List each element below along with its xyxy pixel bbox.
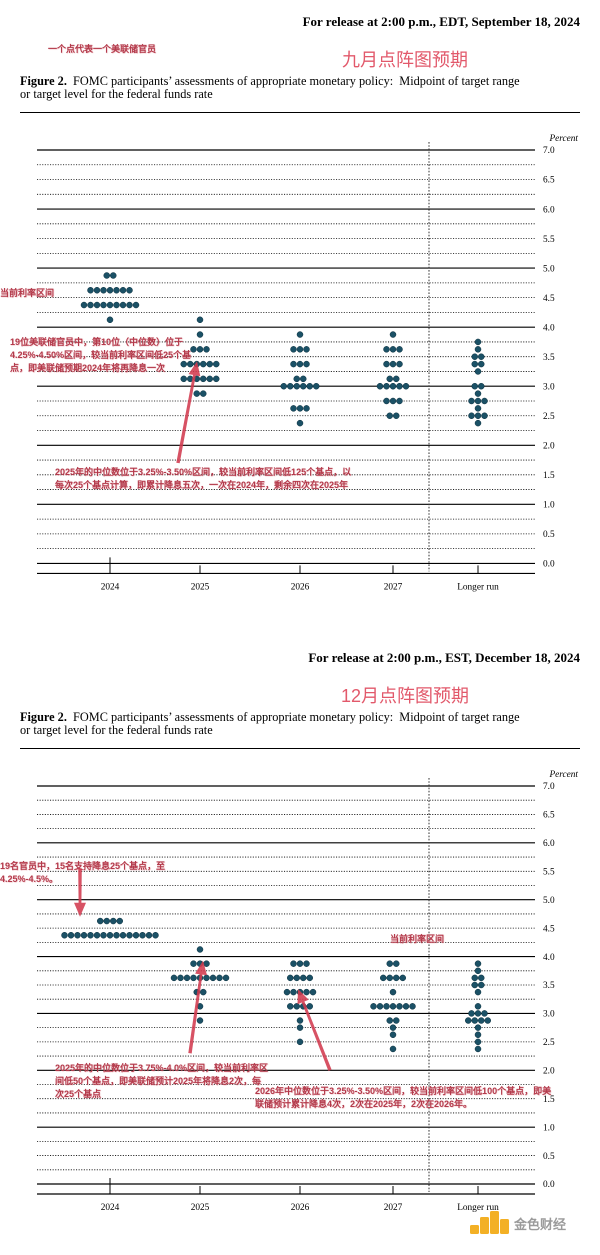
svg-text:金色财经: 金色财经 xyxy=(513,1217,566,1232)
